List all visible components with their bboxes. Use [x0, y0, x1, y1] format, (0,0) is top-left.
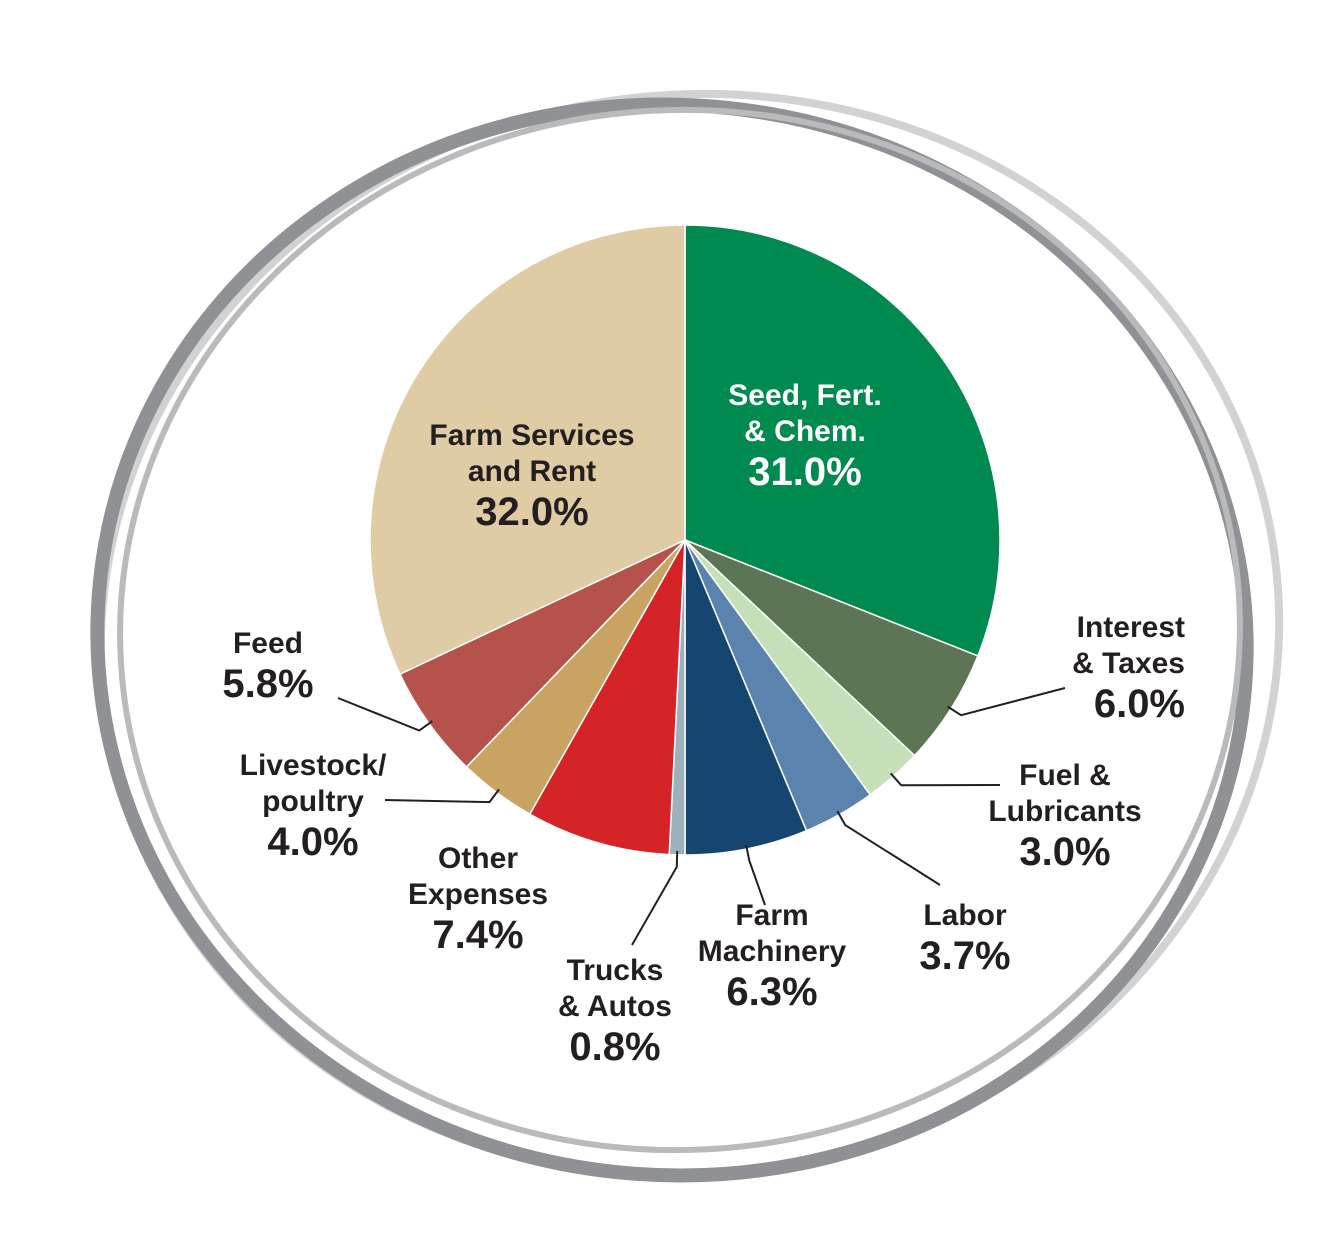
frame-rings — [90, 89, 1284, 1183]
value-label: 3.0% — [1019, 830, 1110, 874]
value-label: 0.8% — [569, 1025, 660, 1069]
value-label: 3.7% — [919, 934, 1010, 978]
label-line: Feed — [233, 627, 303, 660]
label-line: Farm Services — [429, 419, 634, 452]
label-line: Livestock/ — [240, 749, 387, 782]
label-line: Other — [438, 842, 518, 875]
slice-label: Farm Services and Rent — [429, 419, 634, 488]
value-label: 32.0% — [475, 490, 588, 534]
slice-label: Seed, Fert. & Chem. — [728, 379, 881, 448]
ring — [117, 106, 1243, 1154]
value-label: 5.8% — [222, 662, 313, 706]
leader-line — [745, 844, 766, 906]
pie-slice — [684, 224, 1001, 657]
label-line: & Autos — [558, 990, 672, 1023]
slice-label: Interest & Taxes — [1072, 611, 1185, 680]
leader-line — [631, 850, 679, 946]
value-label: 31.0% — [748, 450, 861, 494]
label-line: & Chem. — [744, 415, 866, 448]
value-label: 7.4% — [432, 913, 523, 957]
leader-line — [947, 687, 1066, 717]
leader-line — [889, 772, 1001, 787]
slice-label: Other Expenses — [408, 842, 548, 911]
pie-slice — [369, 224, 686, 676]
label-line: & Taxes — [1072, 647, 1185, 680]
label-line: poultry — [262, 785, 364, 818]
ring — [90, 97, 1254, 1183]
label-line: Farm — [735, 899, 808, 932]
value-label: 6.0% — [1094, 682, 1185, 726]
slice-label: Farm Machinery — [698, 899, 847, 968]
leader-line — [384, 788, 500, 804]
slice-label: Livestock/poultry — [240, 749, 387, 818]
pie-slice — [528, 539, 686, 856]
label-line: Expenses — [408, 878, 548, 911]
label-line: Trucks — [567, 954, 664, 987]
label-line: Seed, Fert. — [728, 379, 881, 412]
value-label: 4.0% — [267, 820, 358, 864]
label-line: Labor — [923, 899, 1007, 932]
leader-line — [836, 810, 941, 886]
slice-label: Labor — [923, 899, 1007, 932]
label-line: Machinery — [698, 935, 847, 968]
label-line: Interest — [1077, 611, 1185, 644]
label-line: Fuel & — [1019, 759, 1111, 792]
slice-label: Fuel & Lubricants — [988, 759, 1141, 828]
label-line: Lubricants — [988, 795, 1141, 828]
label-line: and Rent — [468, 455, 596, 488]
slice-label: Trucks & Autos — [558, 954, 672, 1023]
leader-line — [337, 697, 433, 732]
slice-label: Feed — [233, 627, 303, 660]
value-label: 6.3% — [726, 970, 817, 1014]
